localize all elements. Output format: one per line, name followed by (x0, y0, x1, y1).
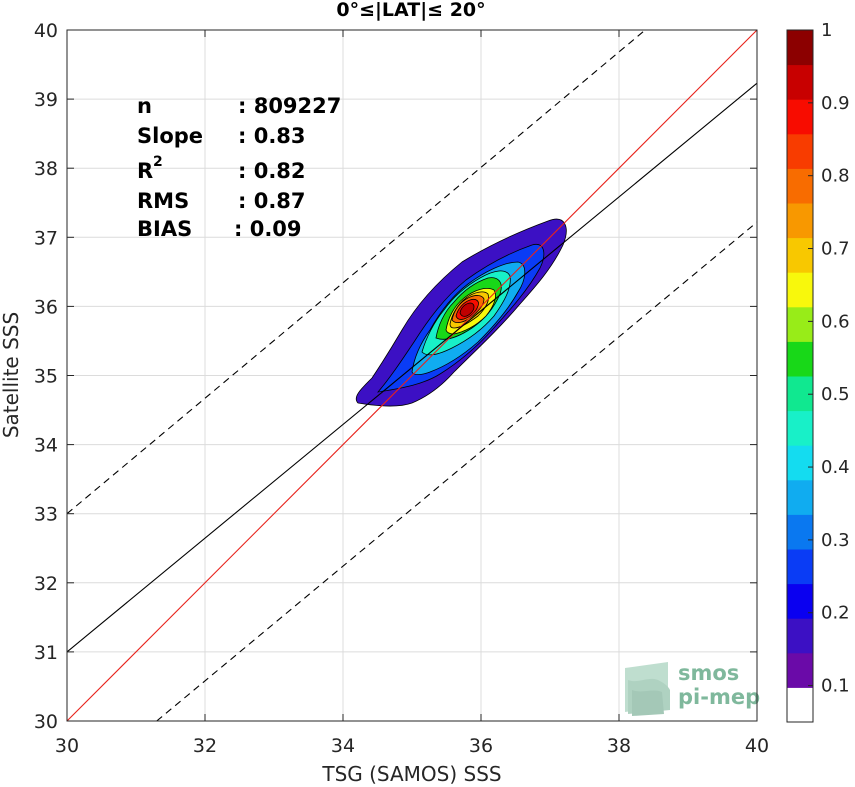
colorbar-segment (787, 168, 813, 204)
y-tick-label: 40 (34, 20, 58, 42)
stat-r2-value: : 0.82 (238, 159, 306, 183)
colorbar-segment (787, 687, 813, 723)
stat-r2-sup: 2 (153, 154, 163, 170)
stat-n-value: : 809227 (238, 94, 341, 118)
y-tick-label: 35 (34, 366, 58, 388)
colorbar-tick-label: 0.7 (821, 239, 850, 260)
stat-r2-label: R (137, 159, 153, 183)
colorbar-segment (787, 203, 813, 239)
colorbar-segment (787, 99, 813, 135)
colorbar-segment (787, 445, 813, 481)
colorbar-tick-label: 0.3 (821, 530, 850, 551)
stat-slope-value: : 0.83 (238, 124, 306, 148)
smos-pimep-logo: smos pi-mep (625, 661, 760, 716)
reference-lines (66, 29, 758, 722)
y-axis-label: Satellite SSS (0, 312, 23, 438)
line-identity (66, 29, 758, 722)
x-tick-label: 34 (331, 735, 355, 757)
y-tick-label: 37 (34, 227, 58, 249)
colorbar-tick-label: 0.6 (821, 311, 850, 332)
colorbar-tick-label: 0.5 (821, 384, 850, 405)
y-tick-label: 39 (34, 89, 58, 111)
colorbar-segment (787, 272, 813, 308)
y-axis-ticks: 30 31 32 33 34 35 36 37 38 39 40 (34, 20, 757, 733)
colorbar-tick-label: 0.8 (821, 166, 850, 187)
logo-line1: smos (678, 661, 739, 685)
colorbar-tick-label: 1 (821, 20, 832, 41)
colorbar-tick-label: 0.4 (821, 457, 850, 478)
colorbar-segment (787, 376, 813, 412)
x-tick-label: 40 (745, 735, 769, 757)
y-tick-label: 38 (34, 158, 58, 180)
line-upper-bound (66, 29, 646, 515)
line-regression (66, 82, 758, 653)
y-tick-label: 31 (34, 642, 58, 664)
colorbar: 0.1 0.2 0.3 0.4 0.5 0.6 0.7 0.8 0.9 1 (786, 20, 850, 723)
colorbar-segment (787, 652, 813, 688)
colorbar-segment (787, 64, 813, 100)
y-tick-label: 30 (34, 711, 58, 733)
grid (67, 30, 757, 721)
stats-box: n : 809227 Slope : 0.83 R 2 : 0.82 RMS :… (137, 94, 341, 241)
stat-n-label: n (137, 94, 152, 118)
chart-title: 0°≤|LAT|≤ 20° (336, 0, 485, 21)
logo-wave-icon (625, 662, 670, 716)
contour-peak (459, 302, 475, 317)
y-tick-label: 34 (34, 435, 58, 457)
y-tick-label: 33 (34, 504, 58, 526)
colorbar-tick-label: 0.2 (821, 603, 850, 624)
colorbar-segment (787, 306, 813, 342)
colorbar-segment (787, 133, 813, 169)
stat-bias-value: : 0.09 (234, 217, 302, 241)
stat-slope-label: Slope (137, 124, 203, 148)
colorbar-tick-label: 0.1 (821, 676, 850, 697)
line-lower-bound (156, 221, 758, 722)
stat-bias-label: BIAS (137, 217, 192, 241)
x-tick-label: 32 (193, 735, 217, 757)
colorbar-segment (787, 583, 813, 619)
x-tick-label: 36 (469, 735, 493, 757)
y-tick-label: 32 (34, 573, 58, 595)
x-axis-label: TSG (SAMOS) SSS (321, 762, 501, 786)
x-axis-ticks: 30 32 34 36 38 40 (55, 30, 769, 757)
x-tick-label: 38 (607, 735, 631, 757)
colorbar-tick-label: 0.9 (821, 93, 850, 114)
stat-rms-label: RMS (137, 189, 189, 213)
colorbar-segment (787, 479, 813, 515)
y-tick-label: 36 (34, 296, 58, 318)
logo-line2: pi-mep (678, 685, 760, 709)
stat-rms-value: : 0.87 (238, 189, 306, 213)
x-tick-label: 30 (55, 735, 79, 757)
colorbar-segment (787, 341, 813, 377)
colorbar-segment (787, 30, 813, 66)
colorbar-segment (787, 549, 813, 585)
colorbar-segment (787, 410, 813, 446)
colorbar-segment (787, 618, 813, 654)
colorbar-segment (787, 237, 813, 273)
colorbar-frame (786, 29, 814, 723)
colorbar-segment (787, 514, 813, 550)
